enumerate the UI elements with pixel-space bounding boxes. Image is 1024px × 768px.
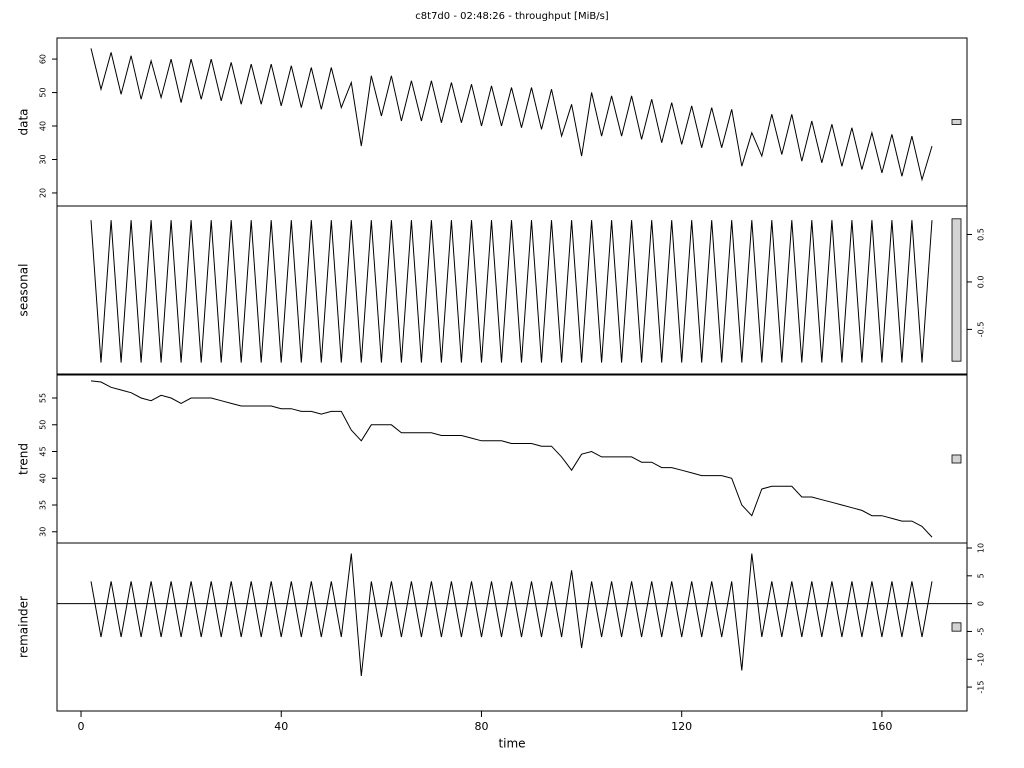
y-tick-label: 0.5 <box>977 228 986 241</box>
range-bar <box>951 622 962 632</box>
range-bar <box>951 119 962 125</box>
x-axis-label: time <box>498 737 525 751</box>
y-tick-label: 45 <box>39 446 48 456</box>
y-tick-label: 40 <box>39 473 48 483</box>
y-tick-label: 60 <box>39 54 48 64</box>
series-line <box>90 553 933 677</box>
series-line <box>90 380 933 538</box>
x-tick-label: 160 <box>871 720 892 733</box>
y-tick-label: -0.5 <box>977 322 986 338</box>
series-line <box>90 220 933 363</box>
y-tick-label: -15 <box>977 681 986 694</box>
y-tick-label: 55 <box>39 393 48 403</box>
y-tick-label: 10 <box>977 543 986 553</box>
y-tick-label: 30 <box>39 154 48 164</box>
y-tick-label: -5 <box>977 627 986 635</box>
panel-frame <box>56 205 968 375</box>
y-tick-label: 50 <box>38 87 47 97</box>
panel-frame <box>56 542 968 712</box>
y-tick-label: 0.0 <box>977 276 986 289</box>
chart-title: c8t7d0 - 02:48:26 - throughput [MiB/s] <box>415 11 609 22</box>
y-tick-label: 30 <box>39 527 48 537</box>
series-line <box>90 48 933 182</box>
x-tick-label: 0 <box>78 720 85 733</box>
range-bar <box>951 218 962 362</box>
y-axis-label: trend <box>17 443 31 475</box>
y-tick-label: 50 <box>39 420 48 430</box>
y-axis-label: remainder <box>17 596 31 658</box>
y-axis-label: seasonal <box>17 264 31 317</box>
x-tick-label: 40 <box>274 720 288 733</box>
y-tick-label: 40 <box>39 121 48 131</box>
x-tick-label: 80 <box>474 720 488 733</box>
y-tick-label: 35 <box>39 500 48 510</box>
x-tick-label: 120 <box>671 720 692 733</box>
y-tick-label: 0 <box>977 601 986 606</box>
y-tick-label: 5 <box>977 573 986 578</box>
y-axis-label: data <box>17 108 31 135</box>
y-tick-label: -10 <box>977 653 986 666</box>
y-tick-label: 20 <box>39 188 48 198</box>
range-bar <box>951 454 962 464</box>
